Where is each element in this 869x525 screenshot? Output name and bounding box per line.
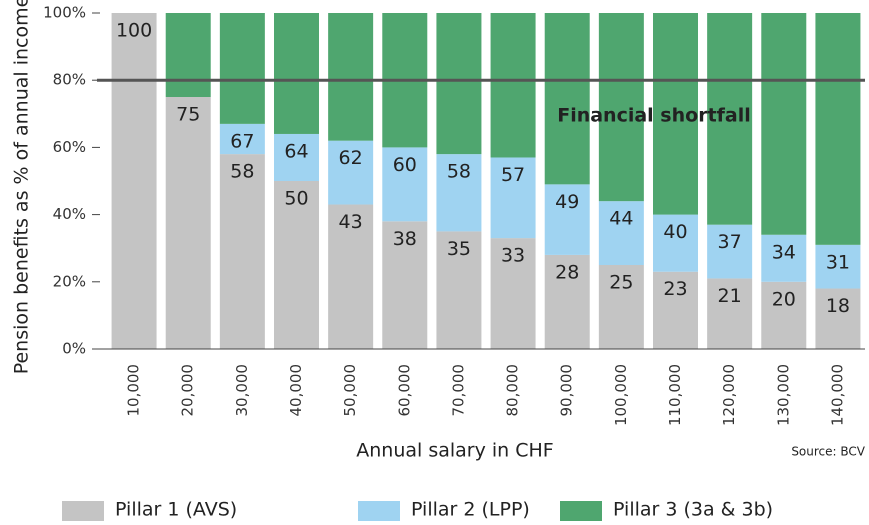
y-tick-label: 20% [53,272,86,290]
y-tick-label: 80% [53,71,86,89]
x-tick-label: 40,000 [287,364,305,417]
bar-segment [219,154,265,349]
data-label: 34 [772,241,796,263]
x-axis-label: Annual salary in CHF [356,440,554,462]
legend-swatch [358,501,400,521]
bar-segment [707,278,753,349]
x-tick-label: 90,000 [558,364,576,417]
bar-segment [328,204,374,349]
y-tick-label: 100% [43,4,86,22]
x-tick-label: 70,000 [449,364,467,417]
data-label: 31 [826,251,850,273]
data-label: 43 [339,211,363,233]
bar-segment [274,133,319,181]
bar-segment [707,13,753,225]
bar-segment [274,13,319,134]
data-label: 20 [772,288,796,310]
bar-segment [274,181,319,349]
bar-segment [544,13,590,185]
data-label: 58 [230,161,254,183]
y-axis-label: Pension benefits as % of annual income [11,0,33,374]
data-label: 35 [447,238,471,260]
bar-segment [653,214,698,272]
bar-segment [598,265,644,349]
bar-segment [815,244,861,289]
y-tick-label: 40% [53,205,86,223]
bar-segment [382,221,428,349]
bar-segment [436,154,482,232]
bar-segment [815,13,861,245]
bar-segment [653,13,698,215]
data-label: 57 [501,164,525,186]
data-label: 37 [718,231,742,253]
bar-segment [707,224,753,279]
x-tick-label: 110,000 [666,364,684,426]
data-label: 21 [718,285,742,307]
data-label: 58 [447,161,471,183]
bar-segment [219,123,265,155]
bar-segment [815,288,861,349]
bar-segment [544,254,590,349]
x-tick-label: 60,000 [395,364,413,417]
bar-segment [653,271,698,349]
bar-segment [111,13,157,349]
data-label: 38 [393,228,417,250]
data-label: 33 [501,245,525,267]
data-label: 75 [176,104,200,126]
bar-segment [761,281,807,349]
bar-segment [436,231,482,349]
x-tick-label: 20,000 [179,364,197,417]
bar-segment [165,13,211,97]
x-tick-label: 140,000 [828,364,846,426]
data-label: 40 [663,221,687,243]
data-label: 67 [230,130,254,152]
data-label: 62 [339,147,363,169]
data-label: 44 [609,208,633,230]
data-label: 64 [284,140,308,162]
bar-segment [436,13,482,155]
bar-segment [761,234,807,282]
data-label: 49 [555,191,579,213]
source: Source: BCV [791,445,865,459]
bar-segment [598,13,644,202]
bar-segment [382,147,428,222]
data-label: 23 [663,278,687,300]
bar-segment [219,13,265,124]
data-label: 28 [555,261,579,283]
data-label: 50 [284,188,308,210]
y-tick-label: 60% [53,138,86,156]
x-tick-label: 120,000 [720,364,738,426]
bar-segment [490,238,536,349]
bar-segment [328,13,374,141]
bar-segment [490,13,536,158]
bar-segment [761,13,807,235]
data-label: 18 [826,295,850,317]
bar-segment [328,140,374,205]
x-tick-label: 10,000 [125,364,143,417]
bar-segment [490,157,536,239]
x-tick-label: 100,000 [612,364,630,426]
x-tick-label: 30,000 [233,364,251,417]
bar-segment [598,201,644,265]
legend-label: Pillar 2 (LPP) [411,499,530,521]
x-tick-label: 130,000 [774,364,792,426]
legend-label: Pillar 3 (3a & 3b) [613,499,773,521]
data-label: 100 [116,20,152,42]
bar-segment [544,184,590,255]
x-tick-label: 80,000 [504,364,522,417]
legend-swatch [62,501,104,521]
data-label: 60 [393,154,417,176]
x-tick-label: 50,000 [341,364,359,417]
data-label: 25 [609,272,633,294]
legend-swatch [560,501,602,521]
y-tick-label: 0% [62,340,86,358]
bar-segment [165,97,211,349]
annotation: Financial shortfall [557,105,751,127]
legend-label: Pillar 1 (AVS) [115,499,237,521]
